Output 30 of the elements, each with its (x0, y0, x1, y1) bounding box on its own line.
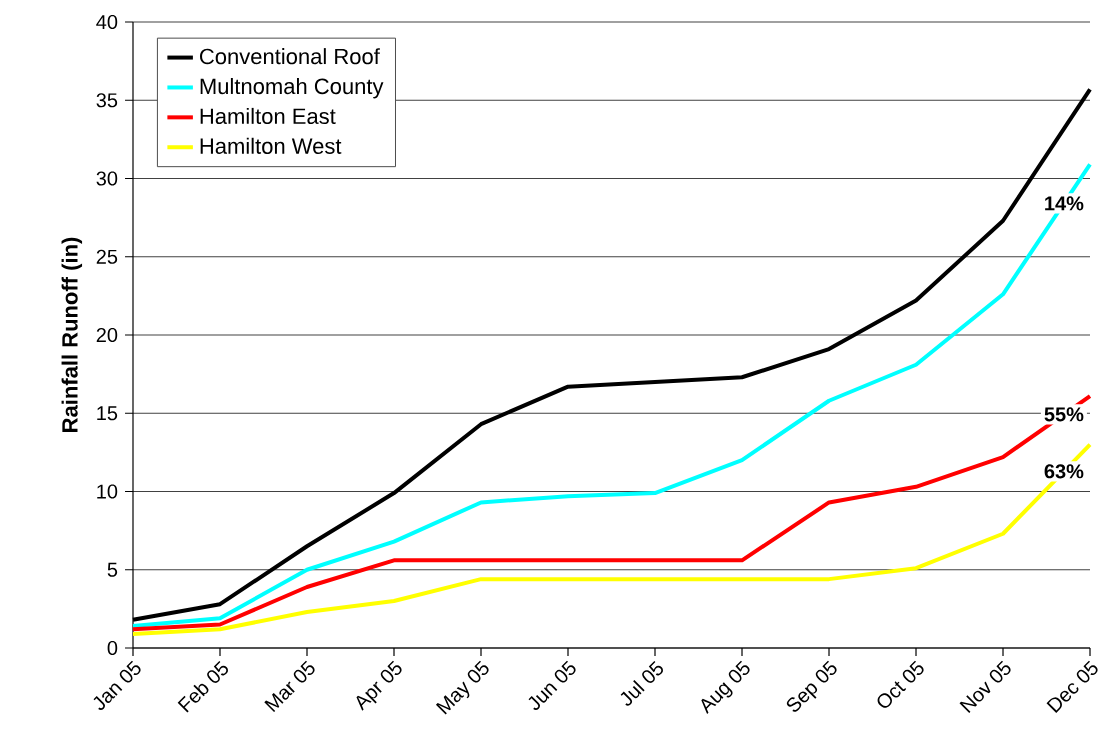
legend-label: Multnomah County (200, 78, 384, 99)
x-tick-label: Oct 05 (877, 660, 924, 708)
annotation: 63% (1044, 464, 1084, 479)
y-tick-label: 15 (97, 406, 118, 421)
x-tick-label: Dec 05 (1046, 660, 1098, 713)
x-tick-label: Mar 05 (264, 660, 315, 713)
x-tick-label: Nov 05 (959, 660, 1011, 713)
legend-label: Conventional Roof (200, 48, 380, 65)
x-tick-label: May 05 (435, 660, 489, 715)
y-tick-label: 35 (96, 93, 118, 108)
y-tick-label: 20 (96, 327, 118, 343)
y-tick-label: 30 (96, 171, 118, 186)
annotation: 55% (1044, 407, 1084, 422)
legend-label: Hamilton West (200, 137, 342, 154)
y-tick-label: 5 (107, 562, 118, 577)
x-tick-label: Jan 05 (93, 660, 141, 710)
x-tick-label: Jul 05 (620, 661, 663, 706)
x-tick-label: Apr 05 (356, 660, 402, 711)
y-tick-label: 10 (97, 484, 118, 499)
line-series (131, 162, 1093, 629)
y-axis-title: Rainfall Runoff (in) (61, 237, 83, 432)
y-tick-label: 25 (96, 249, 118, 264)
legend-label: Hamilton East (200, 107, 336, 125)
y-tick-label: 0 (107, 640, 118, 656)
x-tick-label: Aug 05 (701, 660, 750, 715)
x-tick-label: Feb 05 (177, 661, 228, 713)
annotation: 14% (1045, 196, 1084, 211)
y-tick-label: 40 (96, 14, 118, 30)
x-tick-label: Sep 05 (786, 660, 837, 712)
x-tick-label: Jun 05 (528, 660, 576, 710)
